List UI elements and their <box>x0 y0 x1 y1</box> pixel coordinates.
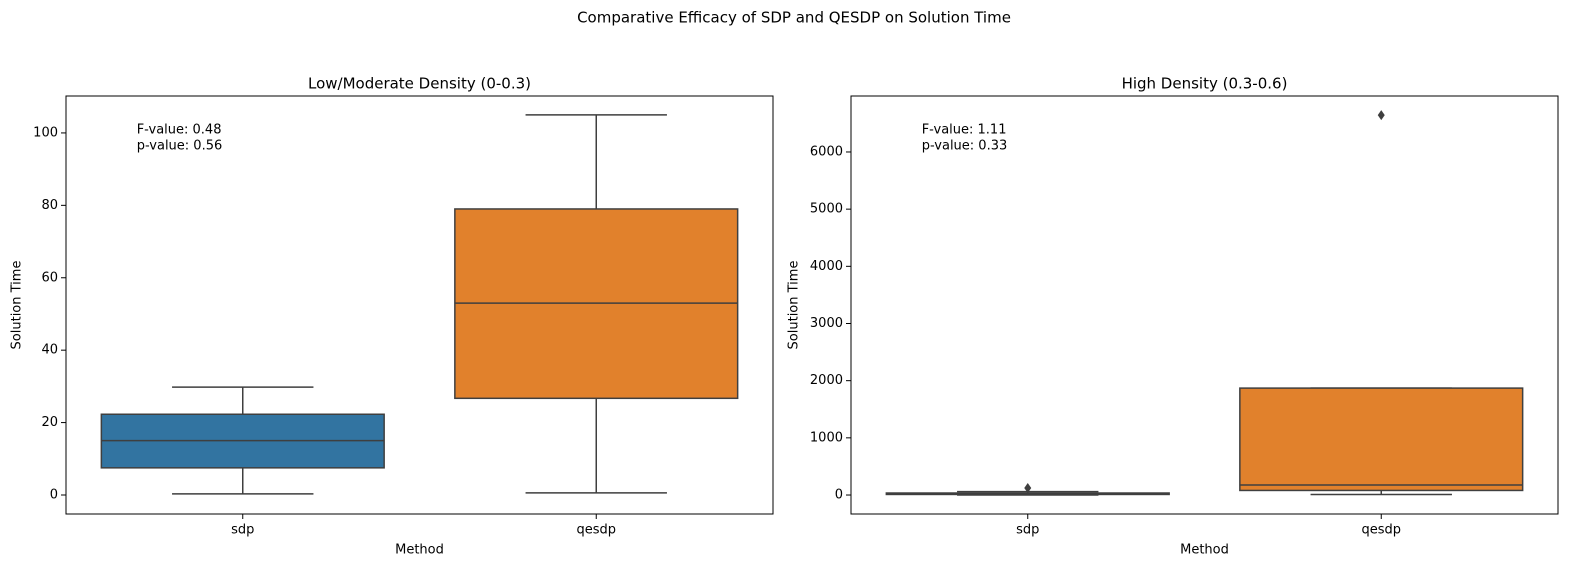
annotation: F-value: 1.11 <box>922 123 1007 138</box>
y-tick-label: 6000 <box>810 144 843 159</box>
y-tick-label: 2000 <box>810 373 843 388</box>
y-tick-label: 0 <box>835 488 843 503</box>
y-tick-label: 5000 <box>810 202 843 217</box>
y-tick-label: 80 <box>41 198 58 213</box>
y-axis-label: Solution Time <box>10 261 25 350</box>
y-tick-label: 20 <box>41 415 58 430</box>
y-tick-label: 40 <box>41 343 58 358</box>
x-tick-label: sdp <box>231 523 254 538</box>
y-axis-label: Solution Time <box>787 261 802 350</box>
subplot-title: High Density (0.3-0.6) <box>1122 75 1288 93</box>
y-tick-label: 4000 <box>810 259 843 274</box>
y-tick-label: 100 <box>33 125 58 140</box>
outlier <box>1024 483 1032 494</box>
x-tick-label: sdp <box>1016 523 1039 538</box>
outlier <box>1377 110 1385 121</box>
subplot-title: Low/Moderate Density (0-0.3) <box>308 75 531 93</box>
x-tick-label: qesdp <box>576 523 616 538</box>
annotation: p-value: 0.56 <box>137 139 223 154</box>
figure-title: Comparative Efficacy of SDP and QESDP on… <box>577 9 1011 27</box>
x-axis-label: Method <box>395 543 444 558</box>
x-tick-label: qesdp <box>1361 523 1401 538</box>
y-tick-label: 0 <box>50 487 58 502</box>
y-tick-label: 1000 <box>810 430 843 445</box>
box <box>1239 387 1524 492</box>
y-tick-label: 3000 <box>810 316 843 331</box>
x-axis-label: Method <box>1180 543 1229 558</box>
annotation: p-value: 0.33 <box>922 139 1008 154</box>
annotation: F-value: 0.48 <box>137 123 222 138</box>
y-tick-label: 60 <box>41 270 58 285</box>
